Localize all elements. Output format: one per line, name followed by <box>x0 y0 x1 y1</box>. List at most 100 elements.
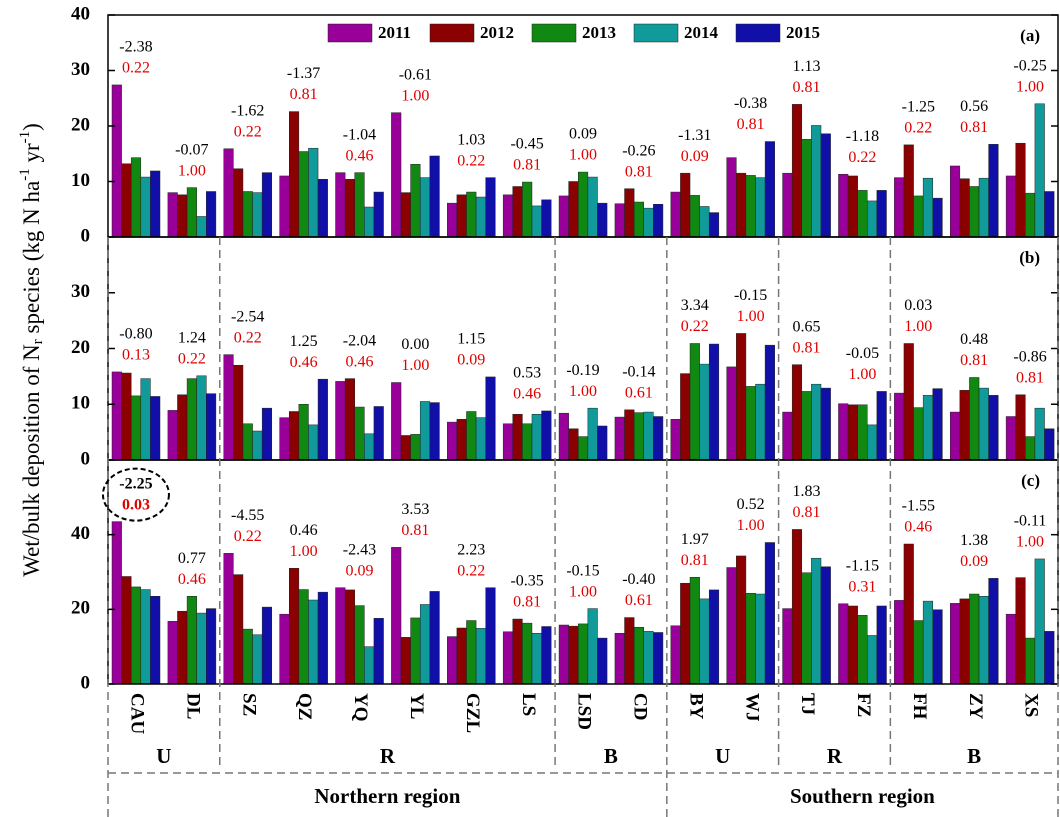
bar <box>364 433 375 461</box>
bar <box>838 403 849 461</box>
bar <box>541 199 552 238</box>
x-tick-label: DL <box>182 693 203 719</box>
p-value-label: 0.09 <box>345 562 373 579</box>
group-label: R <box>827 744 843 768</box>
bar <box>335 172 346 238</box>
p-value-label: 0.22 <box>457 152 485 169</box>
bar <box>223 148 234 238</box>
bar <box>177 394 188 461</box>
bar <box>633 201 644 238</box>
bar <box>988 578 999 685</box>
bar <box>447 636 458 685</box>
legend-swatch <box>429 23 475 43</box>
bar <box>736 172 747 238</box>
bar <box>512 186 523 238</box>
bar <box>801 139 812 238</box>
p-value-label: 1.00 <box>737 308 765 325</box>
bar <box>485 587 496 685</box>
p-value-label: 0.09 <box>960 553 988 570</box>
bar <box>512 414 523 461</box>
slope-label: -0.26 <box>622 142 655 159</box>
slope-label: 0.56 <box>960 98 988 115</box>
bar <box>130 395 142 461</box>
bar <box>121 372 132 461</box>
bar <box>1005 613 1016 685</box>
bar <box>653 204 664 238</box>
bar <box>820 133 831 238</box>
bar <box>838 174 849 238</box>
bar <box>903 144 914 238</box>
bar <box>894 600 905 685</box>
bar <box>223 354 234 461</box>
bar <box>186 596 197 685</box>
slope-label: 0.77 <box>178 550 206 567</box>
bar <box>308 424 319 461</box>
bar <box>429 402 440 461</box>
bar <box>288 411 300 461</box>
p-value-label: 1.00 <box>401 357 429 374</box>
bar <box>745 175 756 238</box>
x-tick-label: BY <box>685 693 706 720</box>
bar <box>531 632 542 685</box>
bar <box>587 407 598 461</box>
bar <box>150 170 161 238</box>
bar <box>419 604 431 685</box>
bar <box>298 151 309 238</box>
p-value-label: 0.46 <box>513 386 541 403</box>
highlight-circle <box>101 467 170 522</box>
bar <box>597 637 608 685</box>
bar <box>726 567 737 685</box>
panel-label: (a) <box>1020 26 1040 45</box>
slope-label: -1.18 <box>846 128 879 145</box>
bar <box>391 112 402 238</box>
x-tick-label: ZY <box>965 693 986 720</box>
x-tick-label: LS <box>518 693 539 716</box>
bar <box>847 404 858 461</box>
bar <box>811 383 822 461</box>
bar <box>1005 175 1016 238</box>
slope-label: 0.52 <box>737 496 765 513</box>
bar <box>167 621 178 685</box>
y-tick-label: 40 <box>71 3 90 24</box>
bar <box>317 378 328 461</box>
bar <box>801 572 812 685</box>
bar <box>373 618 384 685</box>
bar <box>502 194 514 238</box>
p-value-label: 1.00 <box>1016 534 1044 551</box>
bar <box>261 606 273 685</box>
p-value-label: 0.81 <box>681 552 709 569</box>
bar <box>335 587 346 685</box>
slope-label: 1.83 <box>793 483 821 500</box>
bar <box>903 343 914 461</box>
bar <box>820 566 831 685</box>
bar <box>261 172 273 238</box>
group-label: U <box>156 744 171 768</box>
bar <box>978 387 989 461</box>
bar <box>475 196 486 238</box>
p-value-label: 0.22 <box>234 329 262 346</box>
p-value-label: 0.03 <box>122 496 150 513</box>
bar <box>670 625 681 685</box>
slope-label: -0.45 <box>510 136 543 153</box>
bar <box>633 627 644 685</box>
bar <box>308 147 319 238</box>
bar <box>140 378 151 461</box>
bar <box>949 165 961 238</box>
bar <box>1015 577 1026 685</box>
bar <box>867 424 878 461</box>
bar <box>429 591 440 685</box>
slope-label: -0.14 <box>622 363 655 380</box>
bar <box>288 568 300 685</box>
p-value-label: 0.46 <box>178 571 206 588</box>
bar <box>252 192 263 238</box>
legend-label: 2014 <box>684 23 719 42</box>
bar <box>466 411 477 461</box>
p-value-label: 1.00 <box>401 87 429 104</box>
bar <box>242 628 253 685</box>
bar <box>196 375 207 461</box>
slope-label: 1.97 <box>681 531 709 548</box>
legend-swatch <box>735 23 781 43</box>
p-value-label: 0.09 <box>681 148 709 165</box>
p-value-label: 0.81 <box>793 79 821 96</box>
bar <box>1034 407 1045 461</box>
